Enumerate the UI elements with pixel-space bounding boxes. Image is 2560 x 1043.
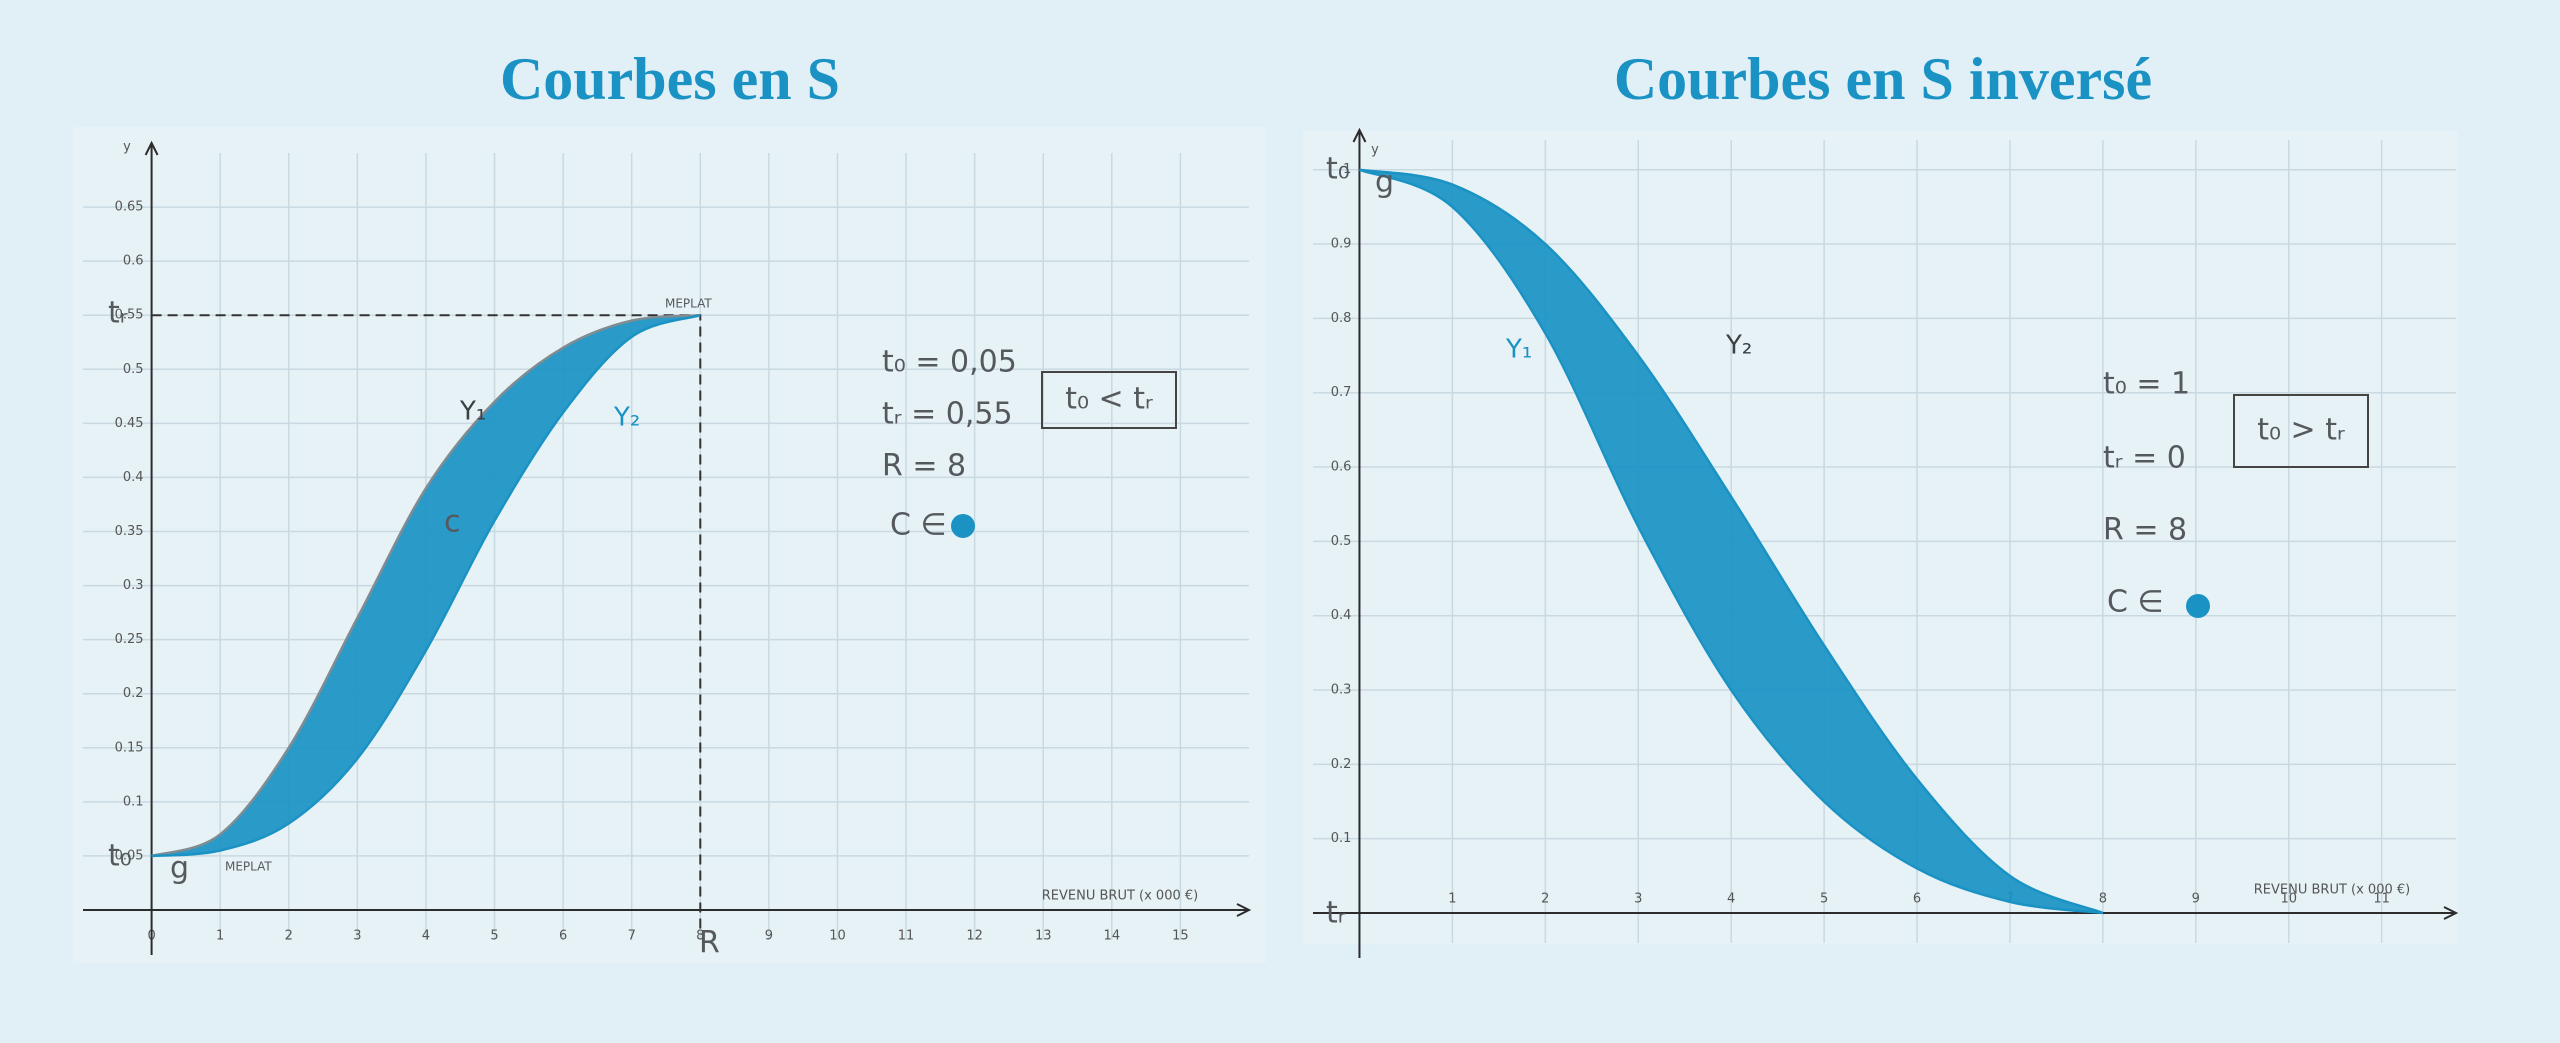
y-tick-label: 0.15 — [115, 740, 144, 755]
band — [1359, 169, 2103, 913]
y-tick-label: 0.1 — [123, 794, 144, 809]
annotation: C ∈ — [890, 508, 947, 543]
y-tick-label: 0.7 — [1331, 385, 1352, 400]
chart-title: Courbes en S — [500, 46, 840, 112]
series-label: Y₂ — [613, 403, 640, 433]
x-tick-label: 13 — [1035, 929, 1052, 944]
x-tick-label: 2 — [1541, 892, 1549, 907]
x-tick-label: 3 — [353, 929, 361, 944]
x-tick-label: 7 — [628, 929, 636, 944]
y-tick-label: 1 — [1343, 162, 1351, 177]
y-tick-label: 0.6 — [123, 254, 144, 269]
x-axis-label: REVENU BRUT (x 000 €) — [1042, 889, 1198, 904]
y-tick-label: 0.45 — [115, 416, 144, 431]
x-tick-label: 6 — [1913, 892, 1921, 907]
x-tick-label: 8 — [696, 929, 704, 944]
x-tick-label: 12 — [966, 929, 983, 944]
y-tick-label: 0.55 — [115, 308, 144, 323]
x-tick-label: 11 — [898, 929, 915, 944]
y-tick-label: 0.5 — [1331, 534, 1352, 549]
x-tick-label: 14 — [1104, 929, 1121, 944]
x-tick-label: 1 — [1448, 892, 1456, 907]
y-tick-label: 0.2 — [1331, 757, 1352, 772]
annotation-box — [1041, 371, 1177, 429]
y-tick-label: 0.4 — [1331, 608, 1352, 623]
y-tick-label: 0.25 — [115, 632, 144, 647]
annotation: R — [699, 926, 720, 961]
y-tick-label: 0.1 — [1331, 831, 1352, 846]
x-tick-label: 3 — [1634, 892, 1642, 907]
x-tick-label: 2 — [285, 929, 293, 944]
x-tick-label: 15 — [1172, 929, 1189, 944]
axis-arrow — [1236, 903, 1252, 917]
y-tick-label: 0.4 — [123, 470, 144, 485]
annotation: R = 8 — [882, 449, 966, 484]
x-tick-label: 8 — [2099, 892, 2107, 907]
x-tick-label: 10 — [2280, 892, 2297, 907]
annotation-box — [2233, 394, 2369, 468]
annotation: C ∈ — [2107, 585, 2164, 620]
x-axis-label: REVENU BRUT (x 000 €) — [2254, 883, 2410, 898]
annotation: MEPLAT — [225, 860, 272, 874]
x-tick-label: 5 — [1820, 892, 1828, 907]
series-label: Y₁ — [1505, 335, 1532, 365]
y-axis-label: y — [123, 140, 131, 155]
series-label: Y₂ — [1725, 331, 1752, 361]
annotation: tᵣ = 0,55 — [882, 397, 1013, 432]
chart-title: Courbes en S inversé — [1614, 46, 2152, 112]
annotation: t₀ = 1 — [2103, 367, 2190, 402]
x-tick-label: 4 — [422, 929, 430, 944]
x-tick-label: 10 — [829, 929, 846, 944]
annotation: R = 8 — [2103, 513, 2187, 548]
x-tick-label: 9 — [2192, 892, 2200, 907]
axis-arrow — [2443, 906, 2459, 920]
x-tick-label: 1 — [216, 929, 224, 944]
y-tick-label: 0.05 — [115, 848, 144, 863]
annotation: tᵣ — [1326, 896, 1346, 931]
annotation: g — [170, 851, 189, 886]
color-swatch — [951, 514, 975, 538]
band — [151, 315, 701, 856]
annotation: t₀ — [108, 839, 132, 874]
series-line — [1359, 168, 2104, 915]
x-tick-label: 9 — [765, 929, 773, 944]
annotation: g — [1375, 165, 1394, 200]
x-tick-label: 4 — [1727, 892, 1735, 907]
annotation: tᵣ = 0 — [2103, 441, 2186, 476]
y-tick-label: 0.9 — [1331, 237, 1352, 252]
annotation: t₀ = 0,05 — [882, 345, 1017, 380]
y-tick-label: 0.3 — [123, 578, 144, 593]
x-tick-label: 6 — [559, 929, 567, 944]
x-tick-label: 11 — [2373, 892, 2390, 907]
series-label: Y₁ — [459, 397, 486, 427]
axis-arrow — [1352, 127, 1367, 143]
annotation: t₀ > tᵣ — [2257, 413, 2345, 448]
annotation: c — [444, 505, 461, 540]
y-tick-label: 0.8 — [1331, 311, 1352, 326]
y-tick-label: 0.35 — [115, 524, 144, 539]
color-swatch — [2186, 594, 2210, 618]
x-tick-label: 5 — [490, 929, 498, 944]
annotation: t₀ < tᵣ — [1065, 382, 1153, 417]
series-line — [1358, 168, 2104, 915]
series-line — [151, 313, 701, 858]
axis-arrow — [144, 140, 159, 156]
y-tick-label: 0.5 — [123, 362, 144, 377]
annotation: t₀ — [1326, 152, 1350, 187]
annotation: MEPLAT — [665, 297, 712, 311]
y-tick-label: 0.6 — [1331, 460, 1352, 475]
y-tick-label: 0.2 — [123, 686, 144, 701]
annotation: tᵣ — [108, 296, 128, 331]
y-tick-label: 0.65 — [115, 200, 144, 215]
series-line — [151, 314, 701, 858]
y-axis-label: y — [1371, 143, 1379, 158]
y-tick-label: 0.3 — [1331, 683, 1352, 698]
